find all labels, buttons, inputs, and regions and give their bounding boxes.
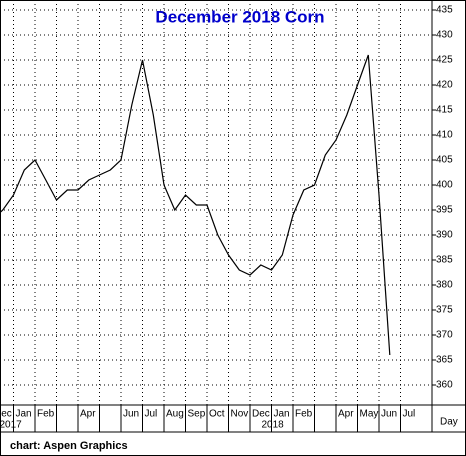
y-tick-label: 420 <box>436 80 453 91</box>
period-label: Day <box>440 417 458 428</box>
x-tick-label: Apr <box>80 409 96 420</box>
y-tick-label: 405 <box>436 155 453 166</box>
y-tick-label: 385 <box>436 255 453 266</box>
y-tick-label: 370 <box>436 330 453 341</box>
y-tick-label: 375 <box>436 305 453 316</box>
year-label: 2018 <box>262 420 285 431</box>
y-tick-label: 415 <box>436 105 453 116</box>
y-tick-label: 425 <box>436 55 453 66</box>
x-tick-label: Jun <box>123 409 139 420</box>
chart-title: December 2018 Corn <box>155 7 324 26</box>
x-tick-label: Jul <box>403 409 416 420</box>
x-tick-label: Feb <box>37 409 55 420</box>
x-tick-label: Jan <box>16 409 32 420</box>
x-tick-label: Jun <box>381 409 397 420</box>
year-label: 2017 <box>0 420 22 431</box>
x-tick-label: Aug <box>166 409 184 420</box>
y-tick-label: 365 <box>436 355 453 366</box>
x-tick-label: Oct <box>209 409 225 420</box>
x-tick-label: Nov <box>231 409 249 420</box>
source: chart: Aspen Graphics <box>10 440 128 452</box>
x-tick-label: Feb <box>295 409 313 420</box>
y-tick-label: 390 <box>436 230 453 241</box>
y-tick-label: 400 <box>436 180 453 191</box>
y-tick-label: 410 <box>436 130 453 141</box>
x-tick-label: Jan <box>274 409 290 420</box>
y-tick-label: 360 <box>436 380 453 391</box>
x-tick-label: Sep <box>188 409 206 420</box>
y-tick-label: 395 <box>436 205 453 216</box>
y-tick-label: 380 <box>436 280 453 291</box>
x-tick-label: Dec <box>252 409 270 420</box>
x-tick-label: May <box>360 409 379 420</box>
price-line <box>0 54 391 356</box>
x-tick-label: Jul <box>145 409 158 420</box>
x-tick-label: Dec <box>0 409 12 420</box>
y-tick-label: 435 <box>436 5 453 16</box>
y-tick-label: 430 <box>436 30 453 41</box>
x-tick-label: Apr <box>338 409 354 420</box>
